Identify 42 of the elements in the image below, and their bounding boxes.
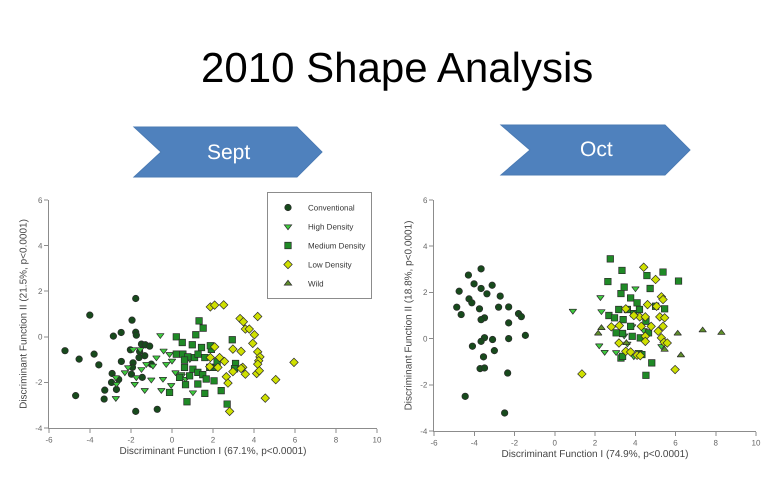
x-tick-label: -6: [430, 438, 438, 448]
legend-label: High Density: [308, 222, 354, 232]
y-tick-label: 0: [38, 332, 43, 342]
x-tick-label: -4: [86, 436, 94, 445]
x-tick-label: 6: [292, 436, 298, 445]
x-tick-label: 4: [633, 438, 638, 448]
y-tick-label: 6: [422, 196, 428, 205]
legend-label: Wild: [308, 280, 324, 289]
x-tick-label: -6: [45, 436, 54, 445]
legend-label: Conventional: [308, 204, 355, 213]
y-tick-label: 0: [422, 334, 428, 344]
chart-title: Sept: [207, 141, 250, 164]
x-tick-label: -4: [470, 438, 478, 448]
y-tick-label: 4: [422, 242, 428, 251]
legend-label: Medium Density: [308, 242, 366, 251]
x-tick-label: 10: [372, 436, 382, 445]
x-tick-label: 4: [252, 436, 257, 445]
y-tick-label: 2: [422, 288, 428, 298]
y-tick-label: -4: [420, 426, 428, 436]
y-tick-label: 2: [38, 287, 43, 296]
x-axis-title: Discriminant Function I (74.9%, p<0.0001): [501, 449, 689, 460]
legend-label: Low Density: [308, 260, 352, 270]
x-tick-label: 0: [552, 438, 558, 448]
x-tick-label: 0: [170, 436, 175, 445]
x-tick-label: 6: [673, 438, 678, 448]
chart-title: Oct: [580, 138, 613, 161]
text: 2010 Shape Analysis: [201, 44, 594, 91]
y-tick-label: -2: [420, 380, 428, 390]
x-tick-label: -2: [510, 438, 519, 448]
x-tick-label: -2: [127, 436, 136, 445]
x-tick-label: 2: [592, 438, 598, 448]
x-tick-label: 10: [752, 438, 761, 448]
y-tick-label: 4: [38, 241, 43, 250]
x-axis-title: Discriminant Function I (67.1%, p<0.0001): [119, 446, 307, 458]
y-tick-label: -2: [35, 378, 43, 388]
y-axis-title: Discriminant Function II (21.5%, p<0.0001): [18, 219, 30, 409]
x-tick-label: 2: [210, 436, 216, 445]
x-tick-label: 8: [714, 438, 719, 448]
x-tick-label: 8: [334, 436, 339, 445]
y-axis-title: Discriminant Function II (18.8%, p<0.0001): [403, 220, 414, 410]
y-tick-label: -4: [35, 424, 43, 433]
y-tick-label: 6: [38, 196, 43, 205]
